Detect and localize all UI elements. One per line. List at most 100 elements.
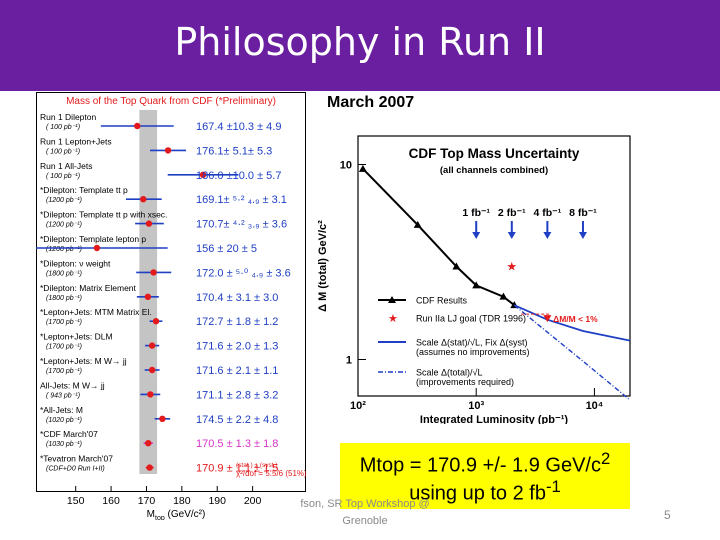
measurement-luminosity: ( 100 pb⁻¹) <box>46 173 80 180</box>
milestone-arrow-head <box>543 232 552 239</box>
chi2-annotation: χ²/dof = 5.5/6 (51%) <box>236 469 306 478</box>
left-x-axis-label: Mtop (GeV/c²) <box>147 509 206 520</box>
result-line-2: using up to 2 fb-1 <box>340 477 630 506</box>
measurement-row: *Lepton+Jets: DLM (1700 pb⁻¹) 171.6 ± 2.0 … <box>40 332 278 353</box>
measurement-row: *Dilepton: Template tt p with xsec. (1200… <box>40 210 287 231</box>
measurement-row: *CDF March'07 (1030 pb⁻¹) 170.5 ± 1.3 ± 1.… <box>40 429 278 450</box>
measurement-point <box>93 244 101 252</box>
milestone-arrow-head <box>472 232 481 239</box>
milestone-label: 1 fb⁻¹ <box>462 207 490 219</box>
measurement-value: 176.1± 5.1± 5.3 <box>196 145 272 157</box>
footer: fson, SR Top Workshop @ Grenoble <box>300 496 430 530</box>
measurement-luminosity: ( 943 pb⁻¹) <box>46 392 80 399</box>
right-y-tick-label: 1 <box>346 355 352 367</box>
milestone-label: 8 fb⁻¹ <box>569 207 597 219</box>
measurement-value: 186.0 ±10.0 ± 5.7 <box>196 170 281 182</box>
legend-sample-marker <box>388 296 396 303</box>
measurement-label: All-Jets: M W→ jj <box>40 380 105 390</box>
legend-label: CDF Results <box>416 296 468 306</box>
measurement-row: *Dilepton: Template lepton p (1200 pb⁻¹) 1… <box>36 234 257 255</box>
legend-entry: CDF Results <box>378 296 468 306</box>
measurement-point <box>148 342 156 349</box>
legend-entry: ★ Run IIa LJ goal (TDR 1996) <box>388 312 526 325</box>
measurement-row: All-Jets: M W→ jj ( 943 pb⁻¹) 171.1 ± 2.8 … <box>40 380 278 401</box>
measurement-point <box>134 122 141 130</box>
measurement-label: *CDF March'07 <box>40 429 98 439</box>
measurement-point <box>147 391 154 398</box>
measurement-label: Run 1 Dilepton <box>40 112 97 122</box>
scale-total-line <box>513 304 631 401</box>
measurement-label: *Dilepton: Template tt p <box>40 185 128 195</box>
left-x-tick-label: 160 <box>102 495 120 507</box>
measurement-value: 172.0 ± ⁵·⁰ ₄.₉ ± 3.6 <box>196 267 291 279</box>
luminosity-milestone: 8 fb⁻¹ <box>569 207 597 239</box>
measurement-luminosity: (1700 pb⁻¹) <box>46 368 82 375</box>
measurement-value: 170.7± ⁴·² ₃.₉ ± 3.6 <box>196 219 287 231</box>
milestone-arrow-head <box>507 232 516 239</box>
measurement-point <box>164 147 172 154</box>
measurement-luminosity: (1200 pb⁻¹) <box>46 246 82 253</box>
left-x-tick-label: 170 <box>138 495 156 507</box>
measurement-label: *Dilepton: Template tt p with xsec. <box>40 210 167 220</box>
measurement-point <box>145 440 152 447</box>
measurement-row: *Lepton+Jets: M W→ jj (1700 pb⁻¹) 171.6 ± … <box>40 356 278 377</box>
legend-entry: Scale Δ(stat)/√L, Fix Δ(syst) <box>378 338 527 348</box>
left-x-tick-label: 190 <box>208 495 226 507</box>
measurement-luminosity: (1700 pb⁻¹) <box>46 319 82 326</box>
luminosity-milestone: 1 fb⁻¹ <box>462 207 491 239</box>
measurement-point <box>140 196 147 203</box>
scale-stat-line <box>513 304 631 342</box>
right-x-tick-label: 10³ <box>468 400 484 412</box>
measurement-row: *Lepton+Jets: MTM Matrix El. (1700 pb⁻¹) 1… <box>40 307 278 328</box>
left-plot-frame <box>36 92 306 492</box>
measurement-luminosity: (1030 pb⁻¹) <box>46 441 82 448</box>
measurement-point <box>159 415 166 422</box>
milestone-label: 2 fb⁻¹ <box>498 207 526 219</box>
measurement-luminosity: (1800 pb⁻¹) <box>46 295 82 302</box>
milestone-label: 4 fb⁻¹ <box>534 207 562 219</box>
measurement-label: *Lepton+Jets: DLM <box>40 332 113 342</box>
date-label: March 2007 <box>327 94 415 111</box>
measurement-row: *Tevatron March'07 (CDF+D0 Run I+II) 170.9… <box>40 454 278 475</box>
legend-label: Scale Δ(stat)/√L, Fix Δ(syst) <box>416 338 527 348</box>
measurement-luminosity: (1200 pb⁻¹) <box>46 197 82 204</box>
measurement-point <box>152 318 160 325</box>
measurement-value: 171.1 ± 2.8 ± 3.2 <box>196 389 278 401</box>
measurement-label: *Lepton+Jets: MTM Matrix El. <box>40 307 152 317</box>
top-mass-measurements-chart: Mass of the Top Quark from CDF (*Prelimi… <box>36 92 306 520</box>
right-plot-frame <box>357 135 631 397</box>
luminosity-milestone: 2 fb⁻¹ <box>498 207 526 239</box>
measurement-row: *Dilepton: Matrix Element (1800 pb⁻¹) 170.… <box>40 283 278 304</box>
result-luminosity-text: using up to 2 fb <box>409 482 546 505</box>
left-x-tick-label: 150 <box>67 495 85 507</box>
left-x-tick-label: 180 <box>173 495 191 507</box>
target-arrow <box>543 315 552 323</box>
measurement-label: *Dilepton: ν weight <box>40 258 111 268</box>
slide-title: Philosophy in Run II <box>174 20 546 64</box>
measurement-value: 167.4 ±10.3 ± 4.9 <box>196 121 281 133</box>
measurement-point <box>144 293 152 300</box>
measurement-point <box>146 464 153 471</box>
measurement-label: Run 1 Lepton+Jets <box>40 136 112 146</box>
title-bar: Philosophy in Run II <box>0 0 720 91</box>
legend-note: (improvements required) <box>416 377 514 387</box>
right-x-tick-label: 10⁴ <box>586 400 604 412</box>
measurement-label: *All-Jets: M <box>40 405 83 415</box>
measurement-point <box>148 366 156 374</box>
result-superscript: 2 <box>600 449 611 468</box>
measurement-luminosity: (1800 pb⁻¹) <box>46 270 82 277</box>
combined-mass-band <box>139 110 158 474</box>
measurement-value: 174.5 ± 2.2 ± 4.8 <box>196 414 278 426</box>
measurement-label: *Dilepton: Template lepton p <box>40 234 146 244</box>
measurement-value: 170.4 ± 3.1 ± 3.0 <box>196 292 278 304</box>
legend-label: Run IIa LJ goal (TDR 1996) <box>416 314 526 324</box>
measurement-luminosity: ( 100 pb⁻¹) <box>46 124 80 131</box>
measurement-row: *All-Jets: M (1020 pb⁻¹) 174.5 ± 2.2 ± 4.8 <box>40 405 278 426</box>
measurement-luminosity: (CDF+D0 Run I+II) <box>46 466 105 473</box>
measurement-value: 170.5 ± 1.3 ± 1.8 <box>196 438 278 450</box>
left-x-tick-label: 200 <box>244 495 262 507</box>
stat-syst-annotation: (stat.) ± (syst.) <box>236 462 277 469</box>
measurement-value: 156 ± 20 ± 5 <box>196 243 257 255</box>
measurement-row: Run 1 Lepton+Jets ( 100 pb⁻¹) 176.1± 5.1± … <box>40 136 272 157</box>
measurement-point <box>150 269 157 276</box>
